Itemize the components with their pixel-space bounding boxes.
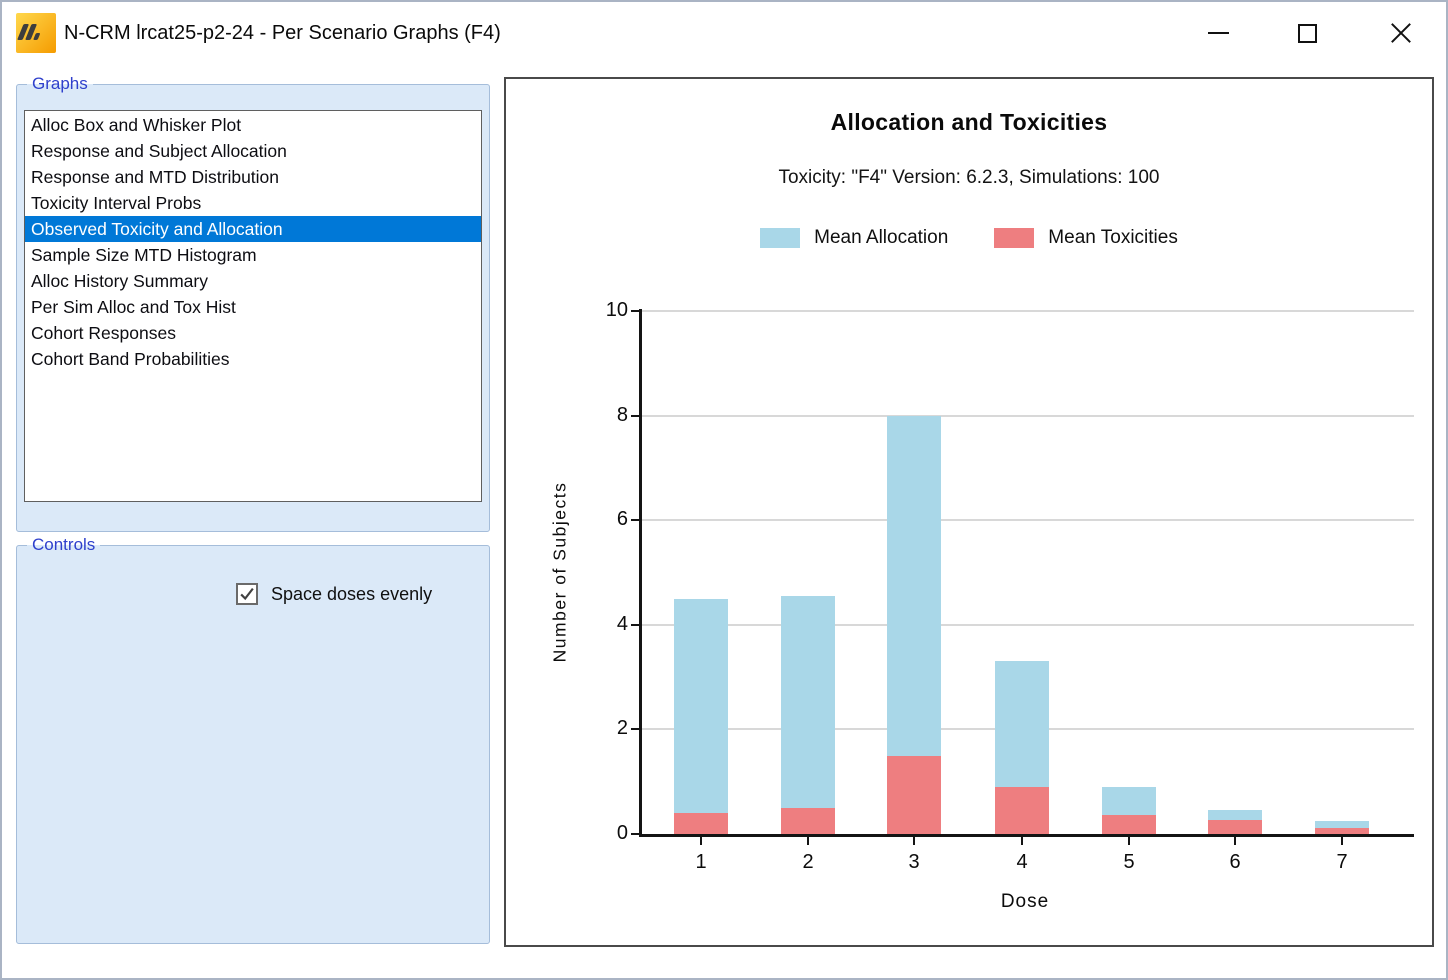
gridline (641, 414, 1414, 417)
minimize-button[interactable] (1195, 10, 1241, 56)
plot-area: Number of Subjects Dose 0 2 4 6 8 10 1 2 3 4 5 6 7 (506, 79, 1432, 945)
gridline (641, 519, 1414, 522)
bar-mean-toxicities (781, 807, 835, 834)
list-item[interactable]: Alloc History Summary (31, 271, 208, 291)
title-bar[interactable]: N-CRM lrcat25-p2-24 - Per Scenario Graph… (2, 2, 1446, 64)
y-tick (631, 519, 639, 522)
y-tick-label: 6 (616, 508, 628, 531)
legend-item-toxicities: Mean Toxicities (994, 227, 1178, 249)
y-tick-label: 8 (616, 403, 628, 426)
y-tick-label: 4 (616, 612, 628, 635)
x-tick (807, 837, 809, 845)
bar-mean-toxicities (995, 786, 1049, 834)
y-tick (631, 833, 639, 835)
controls-groupbox: Controls Space doses evenly (16, 535, 490, 944)
x-tick (913, 837, 915, 845)
chart-title: Allocation and Toxicities (830, 109, 1108, 135)
x-tick (1128, 837, 1130, 845)
graphs-groupbox: Graphs Alloc Box and Whisker Plot Respons… (16, 74, 490, 532)
maximize-icon (1297, 23, 1317, 43)
legend-swatch-toxicities (994, 228, 1035, 248)
space-doses-checkbox[interactable] (236, 583, 258, 605)
legend-item-allocation: Mean Allocation (760, 227, 948, 249)
maximize-button[interactable] (1284, 10, 1330, 56)
x-tick-label: 1 (695, 851, 707, 873)
graphs-listbox[interactable]: Alloc Box and Whisker Plot Response and S… (24, 110, 482, 502)
list-item[interactable]: Per Sim Alloc and Tox Hist (31, 297, 236, 317)
bar-mean-toxicities (1208, 820, 1262, 834)
minimize-icon (1207, 32, 1229, 34)
y-tick-label: 2 (616, 717, 628, 740)
gridline (641, 310, 1414, 312)
controls-groupbox-label: Controls (32, 535, 96, 554)
close-button[interactable] (1378, 10, 1424, 56)
x-tick (1341, 837, 1343, 845)
x-tick-label: 3 (908, 851, 920, 873)
list-item[interactable]: Cohort Band Probabilities (31, 349, 230, 369)
bar-mean-allocation (674, 598, 728, 834)
list-item[interactable]: Cohort Responses (31, 323, 176, 343)
x-tick-label: 2 (802, 851, 814, 873)
legend-label-allocation: Mean Allocation (814, 227, 949, 248)
bar-mean-toxicities (887, 755, 941, 834)
checkmark-icon (240, 587, 254, 601)
x-tick (1234, 837, 1236, 845)
x-tick (700, 837, 702, 845)
bar-mean-toxicities (1315, 828, 1369, 834)
y-tick (631, 623, 639, 626)
chart-subtitle: Toxicity: "F4" Version: 6.2.3, Simulatio… (778, 167, 1160, 188)
x-tick-label: 6 (1229, 851, 1241, 873)
list-item[interactable]: Alloc Box and Whisker Plot (31, 115, 242, 135)
list-item[interactable]: Observed Toxicity and Allocation (25, 216, 481, 242)
graphs-groupbox-label: Graphs (32, 74, 88, 93)
x-tick-label: 4 (1016, 851, 1028, 873)
list-item[interactable]: Toxicity Interval Probs (31, 193, 202, 213)
x-tick (1021, 837, 1023, 845)
y-tick (631, 310, 639, 312)
y-tick (631, 728, 639, 731)
bar-mean-toxicities (1102, 814, 1156, 834)
y-tick (631, 414, 639, 417)
list-item[interactable]: Response and Subject Allocation (31, 141, 287, 161)
space-doses-label: Space doses evenly (271, 583, 433, 604)
legend-label-toxicities: Mean Toxicities (1048, 227, 1178, 248)
chart-panel: Allocation and Toxicities Toxicity: "F4"… (504, 77, 1434, 947)
list-item[interactable]: Response and MTD Distribution (31, 167, 280, 187)
bar-mean-toxicities (674, 813, 728, 834)
y-axis-line (639, 309, 642, 837)
legend-swatch-allocation (760, 228, 801, 248)
window-title: N-CRM lrcat25-p2-24 - Per Scenario Graph… (64, 21, 501, 44)
close-icon (1390, 22, 1412, 44)
y-tick-label: 10 (605, 299, 628, 321)
list-item[interactable]: Sample Size MTD Histogram (31, 245, 257, 265)
x-axis-label: Dose (1000, 891, 1050, 912)
x-tick-label: 5 (1123, 851, 1135, 873)
gridline (641, 623, 1414, 626)
app-icon (16, 13, 56, 53)
chart-legend: Mean Allocation Mean Toxicities (506, 227, 1432, 249)
x-tick-label: 7 (1336, 851, 1348, 873)
x-axis-line (639, 834, 1414, 837)
bar-mean-allocation (781, 596, 835, 834)
y-tick-label: 0 (616, 822, 628, 844)
